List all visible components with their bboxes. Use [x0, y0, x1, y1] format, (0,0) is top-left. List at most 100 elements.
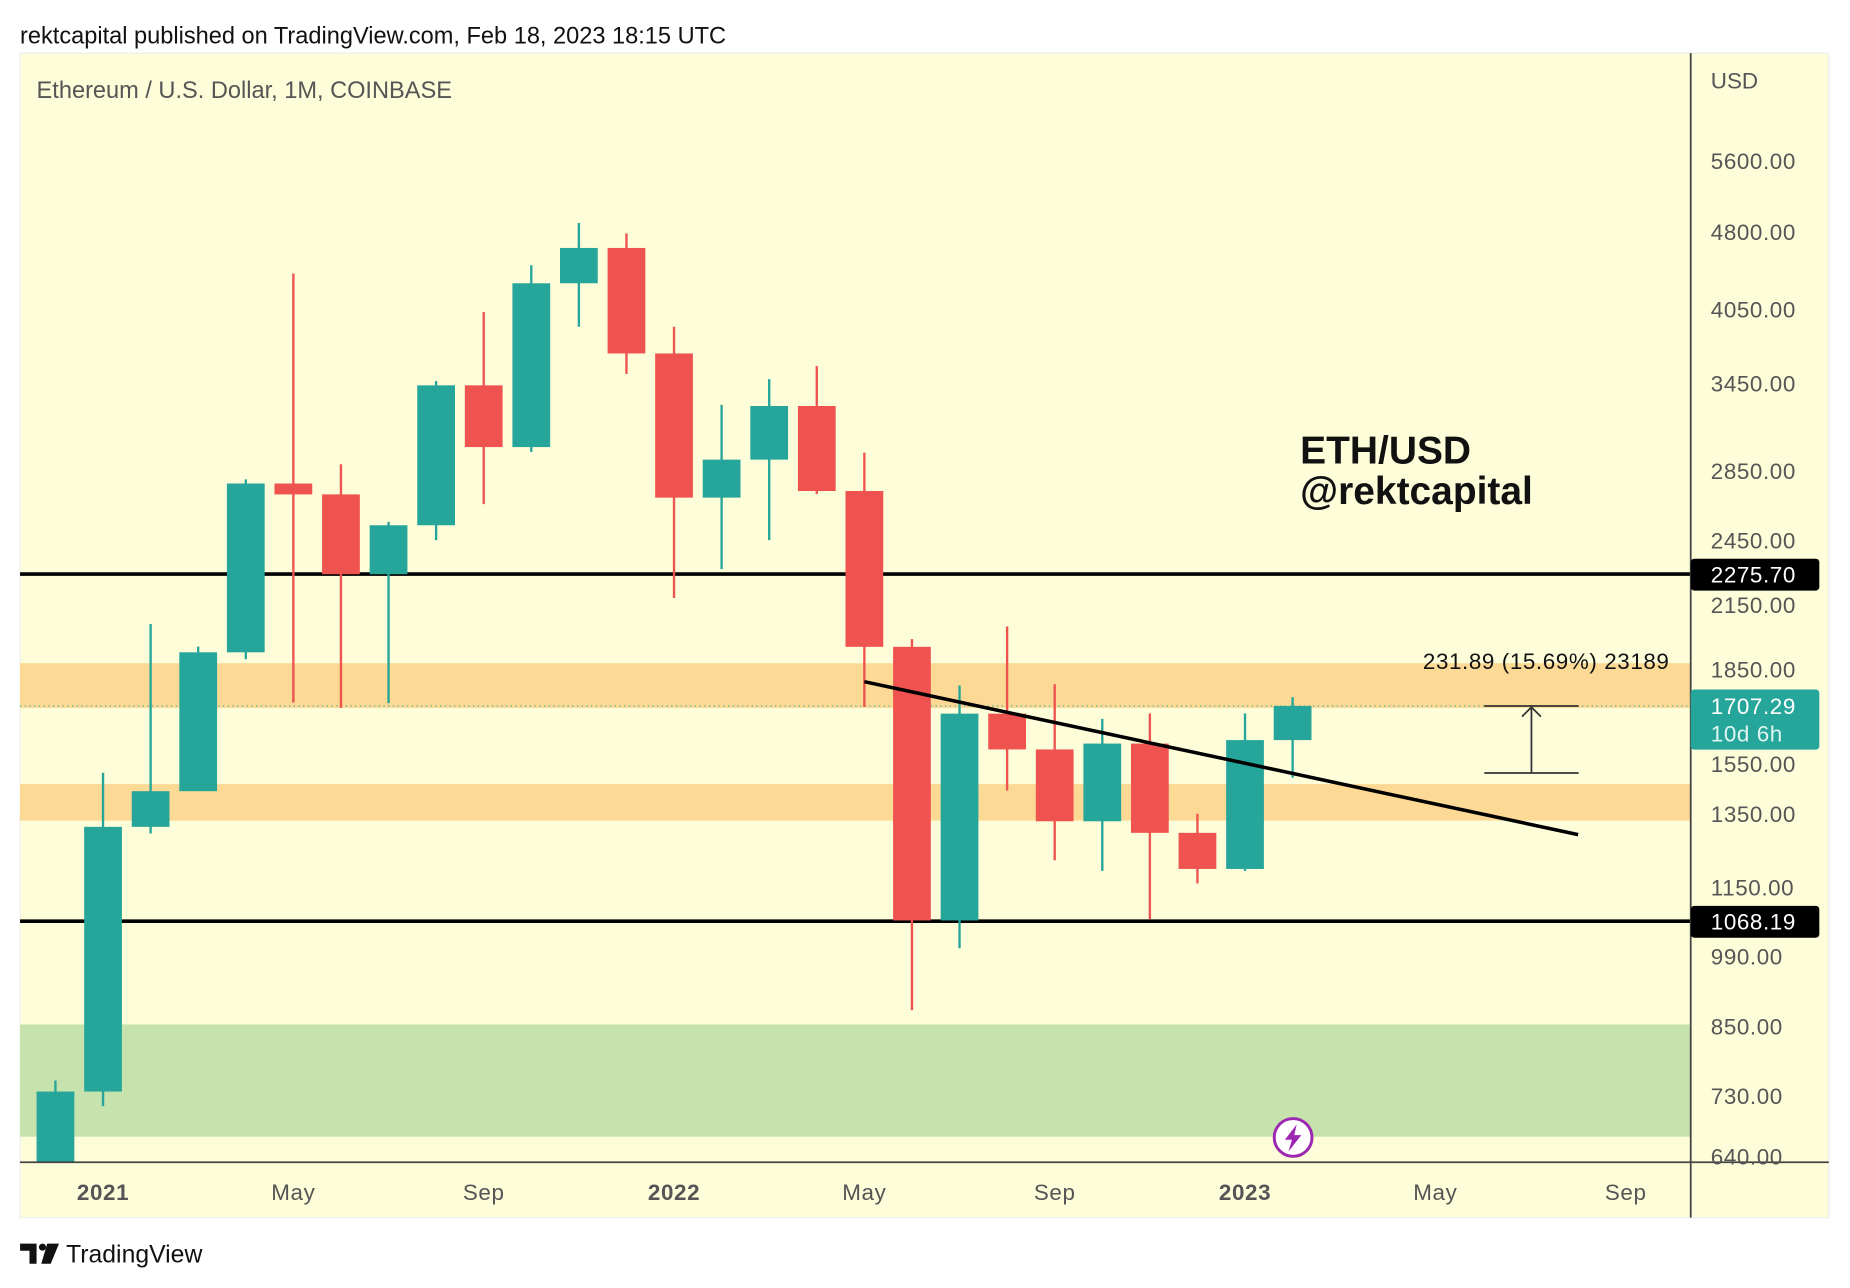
- candle[interactable]: [417, 380, 455, 541]
- time-axis[interactable]: 2021 May Sep 2022 May Sep 2023 May Sep: [77, 1180, 1647, 1205]
- candle[interactable]: [179, 646, 218, 792]
- time-tick: Sep: [1034, 1180, 1076, 1205]
- measure-label: 231.89 (15.69%) 23189: [1423, 649, 1670, 674]
- candle-body: [702, 459, 741, 498]
- tradingview-brand: TradingView: [66, 1242, 202, 1269]
- candle[interactable]: [1130, 713, 1169, 920]
- zones: [20, 663, 1691, 1137]
- lightning-icon[interactable]: [1272, 1117, 1314, 1158]
- chart-title: Ethereum / U.S. Dollar, 1M, COINBASE: [37, 77, 452, 103]
- price-tick: 2150.00: [1711, 593, 1796, 618]
- candle[interactable]: [607, 233, 646, 374]
- zone-orange: [20, 663, 1691, 708]
- candle[interactable]: [512, 265, 551, 452]
- time-tick: 2021: [77, 1180, 129, 1205]
- time-tick: May: [1413, 1180, 1457, 1205]
- last-price-label: 1707.29: [1711, 694, 1796, 719]
- tradingview-logo-icon: [20, 1243, 59, 1264]
- candle[interactable]: [1083, 718, 1122, 871]
- candle-body: [226, 483, 265, 653]
- candle-body: [1273, 705, 1312, 741]
- chart-background: [19, 52, 1830, 1219]
- annotation-line2: @rektcapital: [1300, 470, 1533, 513]
- candle-body: [1083, 743, 1122, 822]
- time-tick: 2023: [1219, 1180, 1271, 1205]
- candle[interactable]: [84, 772, 122, 1107]
- candle[interactable]: [1035, 684, 1074, 861]
- countdown-label: 10d 6h: [1711, 721, 1783, 746]
- candle-body: [559, 247, 598, 284]
- price-tick: 1150.00: [1711, 876, 1794, 901]
- candle[interactable]: [226, 479, 265, 660]
- level-badge-label: 2275.70: [1711, 562, 1796, 587]
- candle[interactable]: [131, 624, 170, 834]
- arrow-up-icon: [1521, 705, 1542, 718]
- level-badge-label: 1068.19: [1711, 909, 1796, 934]
- candle-body: [655, 353, 693, 498]
- candle[interactable]: [750, 379, 789, 541]
- last-price-badge: [1690, 689, 1820, 750]
- time-tick: 2022: [648, 1180, 700, 1205]
- candle[interactable]: [1178, 813, 1217, 884]
- price-tick: 4800.00: [1711, 220, 1796, 245]
- candle[interactable]: [274, 273, 313, 703]
- candle-body: [1035, 749, 1074, 822]
- price-tick: 640.00: [1711, 1145, 1783, 1170]
- trendline[interactable]: [863, 679, 1579, 837]
- candle-body: [1130, 743, 1169, 833]
- time-tick: May: [271, 1180, 315, 1205]
- candle[interactable]: [940, 685, 979, 949]
- price-tick: 850.00: [1711, 1014, 1783, 1039]
- publish-header: rektcapital published on TradingView.com…: [20, 23, 726, 49]
- candle[interactable]: [369, 521, 408, 704]
- candle-body: [464, 385, 503, 448]
- candle-body: [797, 405, 836, 492]
- candle-body: [322, 494, 360, 575]
- price-tick: 2850.00: [1711, 459, 1796, 484]
- candle-body: [1178, 832, 1217, 869]
- candle-body: [750, 405, 789, 460]
- candle[interactable]: [845, 452, 884, 707]
- price-tick: 1350.00: [1711, 802, 1796, 827]
- candle-body: [36, 1091, 75, 1163]
- candle-body: [845, 491, 884, 647]
- candle[interactable]: [988, 626, 1026, 791]
- candle[interactable]: [464, 311, 503, 505]
- annotation-line1: ETH/USD: [1300, 430, 1471, 473]
- time-tick: Sep: [1605, 1180, 1647, 1205]
- price-tick: 990.00: [1711, 944, 1783, 969]
- candle-body: [940, 713, 979, 921]
- price-tick: 5600.00: [1711, 149, 1796, 174]
- level-badge: [1690, 558, 1820, 591]
- time-tick: May: [842, 1180, 886, 1205]
- candle[interactable]: [322, 464, 360, 708]
- candle-body: [417, 385, 455, 526]
- candles: [36, 222, 1312, 1163]
- candle-body: [131, 791, 170, 827]
- price-tick: 730.00: [1711, 1084, 1783, 1109]
- candle[interactable]: [1273, 697, 1312, 778]
- candle[interactable]: [36, 1080, 75, 1163]
- candle[interactable]: [702, 404, 741, 570]
- candle-body: [84, 826, 122, 1092]
- candle-body: [988, 713, 1026, 750]
- price-tick: 2450.00: [1711, 528, 1796, 553]
- candle[interactable]: [797, 366, 836, 494]
- candle-body: [274, 483, 313, 495]
- price-tick: 4050.00: [1711, 298, 1796, 323]
- time-tick: Sep: [463, 1180, 505, 1205]
- level-badge: [1690, 905, 1820, 938]
- candle-body: [179, 652, 218, 792]
- candle-body: [512, 283, 551, 448]
- price-tick: 1850.00: [1711, 657, 1796, 682]
- candle[interactable]: [655, 326, 693, 599]
- price-axis[interactable]: 5600.00 4800.00 4050.00 3450.00 2850.00 2450.…: [1711, 149, 1796, 1170]
- tradingview-logo[interactable]: TradingView: [20, 1242, 202, 1269]
- currency-label: USD: [1711, 68, 1758, 93]
- price-tick: 3450.00: [1711, 371, 1796, 396]
- candle-body: [369, 525, 408, 575]
- candle-body: [607, 247, 646, 354]
- candle[interactable]: [559, 222, 598, 327]
